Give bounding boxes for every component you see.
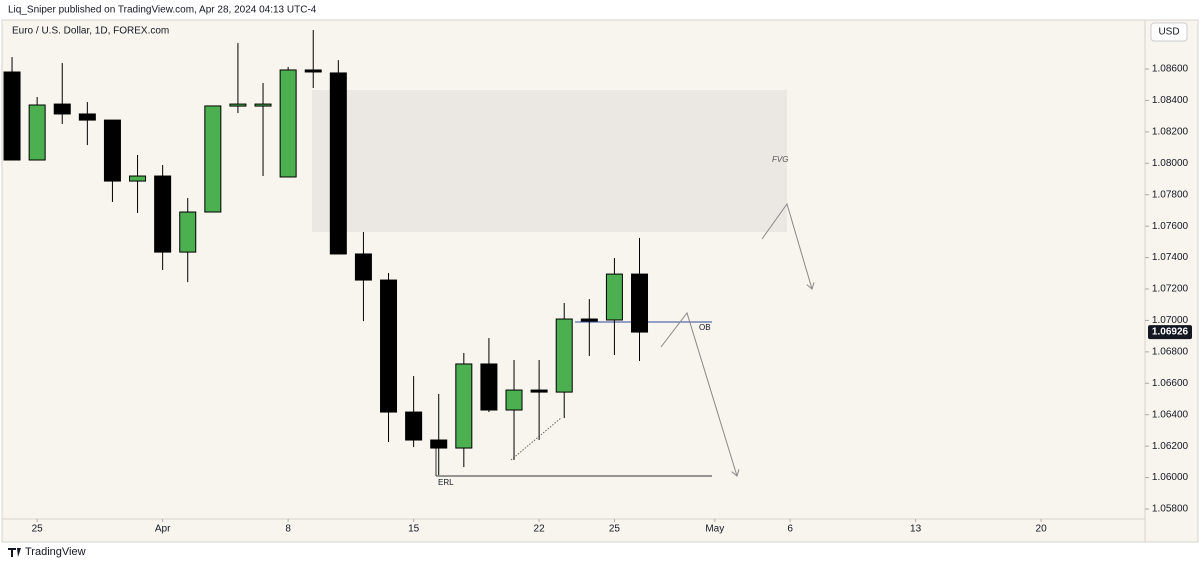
ob-label: OB (699, 323, 711, 332)
candle-body (430, 439, 448, 449)
candle-body (78, 113, 96, 121)
x-tick-label: 15 (408, 524, 420, 535)
x-tick-label: 25 (32, 524, 44, 535)
x-tick-label: 22 (534, 524, 546, 535)
candle-body (154, 175, 172, 253)
candle-body (530, 389, 548, 393)
currency-button[interactable] (1150, 22, 1188, 42)
arrow (660, 311, 737, 476)
y-tick-label: 1.08400 (1152, 95, 1189, 106)
tv-logo (8, 548, 21, 557)
x-tick-label: 20 (1036, 524, 1048, 535)
candle-body (53, 103, 71, 115)
dotted-line (510, 417, 562, 461)
candle-body (354, 253, 372, 281)
candle-body (254, 103, 272, 107)
x-tick-label: 6 (787, 524, 793, 535)
candle-body (103, 119, 121, 182)
symbol-title: Euro / U.S. Dollar, 1D, FOREX.com (12, 26, 169, 37)
y-tick-label: 1.08200 (1152, 127, 1189, 138)
erl-label: ERL (438, 478, 454, 487)
candle-body (204, 105, 222, 213)
fvg-zone (312, 90, 787, 232)
candle-body (229, 103, 247, 107)
last-price-box (1148, 325, 1192, 340)
candle-body (605, 273, 623, 321)
y-tick-label: 1.07800 (1152, 189, 1189, 200)
fvg-label: FVG (772, 155, 788, 164)
currency: USD (1158, 27, 1179, 38)
candle-body (455, 363, 473, 449)
x-tick-label: 13 (910, 524, 922, 535)
y-tick-label: 1.08600 (1152, 64, 1189, 75)
y-tick-label: 1.06200 (1152, 441, 1189, 452)
candle-body (179, 211, 197, 253)
x-tick-label: 8 (285, 524, 291, 535)
candle-body (28, 104, 46, 161)
candle-body (129, 175, 147, 182)
publish-info: Liq_Sniper published on TradingView.com,… (8, 5, 317, 16)
candle-body (405, 411, 423, 441)
candle-body (380, 279, 398, 413)
y-tick-label: 1.06000 (1152, 472, 1189, 483)
x-tick-label: 25 (609, 524, 621, 535)
candle-body (480, 363, 498, 411)
candle-body (329, 72, 347, 255)
x-tick-label: Apr (155, 524, 171, 535)
candle-body (304, 69, 322, 73)
candle-body (555, 318, 573, 393)
y-tick-label: 1.07600 (1152, 221, 1189, 232)
arrow (761, 202, 812, 289)
y-tick-label: 1.06800 (1152, 347, 1189, 358)
x-tick-label: May (705, 524, 724, 535)
candle-body (580, 318, 598, 322)
brand: TradingView (25, 546, 86, 558)
y-tick-label: 1.06400 (1152, 409, 1189, 420)
candle-body (3, 71, 21, 161)
last-price-label: 1.06926 (1152, 327, 1189, 338)
y-tick-label: 1.05800 (1152, 504, 1189, 515)
y-tick-label: 1.07200 (1152, 284, 1189, 295)
candle-body (505, 389, 523, 411)
y-tick-label: 1.07400 (1152, 252, 1189, 263)
candle-body (631, 273, 649, 333)
y-tick-label: 1.07000 (1152, 315, 1189, 326)
y-tick-label: 1.06600 (1152, 378, 1189, 389)
candle-body (279, 69, 297, 178)
y-tick-label: 1.08000 (1152, 158, 1189, 169)
